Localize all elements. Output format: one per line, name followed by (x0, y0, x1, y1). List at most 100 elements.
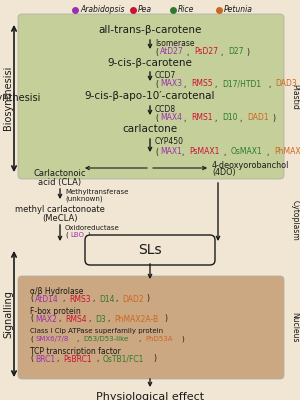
Text: PsD27: PsD27 (194, 48, 218, 56)
Text: F-box protein: F-box protein (30, 306, 81, 316)
Text: ,: , (57, 354, 62, 364)
Text: (: ( (65, 232, 68, 238)
Text: acid (CLA): acid (CLA) (38, 178, 82, 186)
Text: Nucleus: Nucleus (290, 312, 299, 342)
Text: 9-cis-β-carotene: 9-cis-β-carotene (108, 58, 192, 68)
FancyBboxPatch shape (18, 14, 284, 179)
Text: 4-deoxyorobanchol: 4-deoxyorobanchol (212, 160, 290, 170)
Text: (: ( (155, 48, 158, 56)
Text: Carlactonoic: Carlactonoic (34, 170, 86, 178)
Text: ): ) (153, 354, 156, 364)
Text: PhMAX1: PhMAX1 (274, 148, 300, 156)
Text: ,: , (59, 314, 64, 324)
Text: ,: , (184, 114, 189, 122)
Text: CCD7: CCD7 (155, 70, 176, 80)
Text: (4DO): (4DO) (212, 168, 236, 178)
Text: PhMAX2A-B: PhMAX2A-B (114, 314, 158, 324)
Text: ): ) (164, 314, 167, 324)
Text: RMS1: RMS1 (191, 114, 212, 122)
Text: Isomerase: Isomerase (155, 38, 194, 48)
Text: ,: , (108, 314, 113, 324)
Text: ,: , (182, 148, 187, 156)
Text: ,: , (221, 48, 226, 56)
Text: ,: , (215, 114, 220, 122)
Text: CYP450: CYP450 (155, 136, 184, 146)
Text: PsBRC1: PsBRC1 (63, 354, 92, 364)
Text: SMX6/7/8: SMX6/7/8 (35, 336, 68, 342)
Text: ,: , (89, 314, 94, 324)
Text: ,: , (240, 114, 245, 122)
Text: Biosynthesisi: Biosynthesisi (0, 93, 40, 103)
Text: (: ( (30, 354, 33, 364)
Text: Pea: Pea (138, 6, 152, 14)
Text: PsMAX1: PsMAX1 (189, 148, 219, 156)
Text: ,: , (116, 294, 121, 304)
Text: (MeCLA): (MeCLA) (42, 214, 78, 222)
Text: Rice: Rice (178, 6, 194, 14)
Text: Oxidoreductase: Oxidoreductase (65, 225, 120, 231)
Text: MAX4: MAX4 (160, 114, 182, 122)
Text: PhD53A: PhD53A (145, 336, 172, 342)
Text: DAD2: DAD2 (122, 294, 144, 304)
Text: Petunia: Petunia (224, 6, 253, 14)
Text: α/β Hydrolase: α/β Hydrolase (30, 286, 83, 296)
Text: (: ( (155, 148, 158, 156)
Text: ): ) (87, 232, 90, 238)
Text: LBO: LBO (70, 232, 84, 238)
Text: Class I Clp ATPase superfamily protein: Class I Clp ATPase superfamily protein (30, 328, 163, 334)
Text: ,: , (63, 294, 68, 304)
Text: OsMAX1: OsMAX1 (231, 148, 263, 156)
Text: DAD1: DAD1 (247, 114, 268, 122)
Text: RMS4: RMS4 (65, 314, 87, 324)
Text: DAD3: DAD3 (275, 80, 297, 88)
Text: 9-cis-β-apo-10′-carotenal: 9-cis-β-apo-10′-carotenal (85, 91, 215, 101)
Text: Methyltransferase: Methyltransferase (65, 189, 128, 195)
Text: D27: D27 (228, 48, 244, 56)
Text: Signalling: Signalling (3, 290, 13, 338)
Text: OsTB1/FC1: OsTB1/FC1 (103, 354, 144, 364)
Text: Biosynthesisi: Biosynthesisi (3, 66, 13, 130)
Text: BRC1: BRC1 (35, 354, 55, 364)
Text: RMS5: RMS5 (191, 80, 213, 88)
Text: AtD27: AtD27 (160, 48, 184, 56)
Text: methyl carlactonoate: methyl carlactonoate (15, 206, 105, 214)
FancyBboxPatch shape (18, 276, 284, 379)
Text: ): ) (181, 336, 184, 342)
Text: (unknown): (unknown) (65, 196, 103, 202)
Text: all-trans-β-carotene: all-trans-β-carotene (98, 25, 202, 35)
Text: (: ( (155, 80, 158, 88)
Text: TCP transcription factor: TCP transcription factor (30, 346, 121, 356)
Text: Arabidopsis: Arabidopsis (80, 6, 124, 14)
Text: AtD14: AtD14 (35, 294, 59, 304)
Text: D17/HTD1: D17/HTD1 (222, 80, 261, 88)
Text: (: ( (30, 336, 33, 342)
Text: D10: D10 (222, 114, 238, 122)
Text: MAX2: MAX2 (35, 314, 57, 324)
Text: ,: , (93, 294, 98, 304)
Text: CCD8: CCD8 (155, 104, 176, 114)
Text: ): ) (146, 294, 149, 304)
Text: Physiological effect: Physiological effect (96, 392, 204, 400)
Text: ,: , (215, 80, 220, 88)
Text: (: ( (155, 114, 158, 122)
Text: RMS3: RMS3 (69, 294, 91, 304)
Text: ,: , (267, 148, 272, 156)
Text: carlactone: carlactone (122, 124, 178, 134)
Text: (: ( (30, 294, 33, 304)
Text: D14: D14 (99, 294, 115, 304)
Text: ,: , (187, 48, 192, 56)
Text: Cytoplasm: Cytoplasm (290, 200, 299, 240)
Text: ,: , (224, 148, 229, 156)
Text: ,: , (184, 80, 189, 88)
Text: ,: , (77, 336, 82, 342)
Text: D53/D53-like: D53/D53-like (83, 336, 128, 342)
Text: ,: , (269, 80, 274, 88)
Text: D3: D3 (95, 314, 106, 324)
Text: MAX1: MAX1 (160, 148, 182, 156)
Text: MAX3: MAX3 (160, 80, 182, 88)
Text: ): ) (246, 48, 249, 56)
Text: ,: , (97, 354, 102, 364)
Text: ): ) (272, 114, 275, 122)
Text: (: ( (30, 314, 33, 324)
Text: ,: , (139, 336, 143, 342)
